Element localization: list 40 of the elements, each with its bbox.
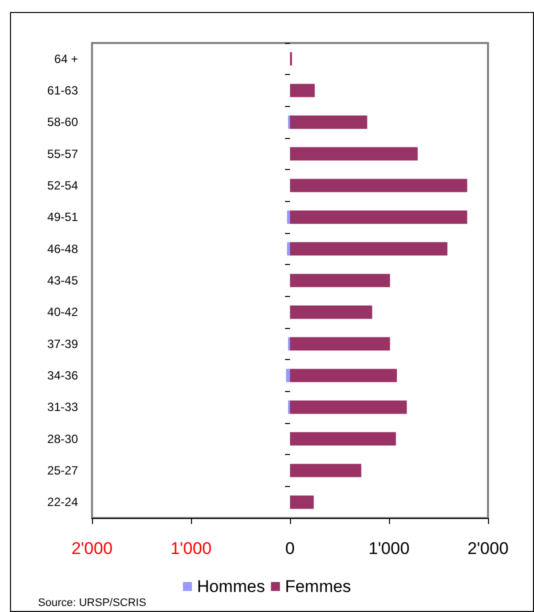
- bar: [290, 147, 418, 160]
- y-tick-label: 28-30: [47, 432, 78, 446]
- x-tick-label: 1'000: [368, 539, 410, 558]
- bar: [290, 432, 396, 446]
- bar: [290, 368, 397, 382]
- legend-label: Hommes: [196, 577, 265, 596]
- y-tick-label: 22-24: [47, 495, 78, 510]
- bar: [290, 210, 468, 224]
- bar: [290, 242, 448, 256]
- y-tick-label: 52-54: [47, 178, 78, 192]
- y-tick-label: 43-45: [47, 274, 78, 288]
- bar: [290, 496, 314, 509]
- bar: [290, 274, 390, 288]
- y-tick-label: 49-51: [47, 210, 78, 224]
- bar: [287, 210, 290, 224]
- bar: [290, 400, 407, 414]
- bar: [290, 464, 362, 478]
- y-tick-label: 64 +: [54, 52, 78, 66]
- x-tick-label: 2'000: [467, 539, 509, 558]
- y-tick-label: 31-33: [47, 400, 78, 414]
- bar: [290, 337, 390, 350]
- y-tick-label: 46-48: [47, 242, 78, 256]
- bar: [290, 306, 372, 319]
- y-tick-label: 25-27: [47, 464, 78, 478]
- y-tick-label: 61-63: [47, 84, 78, 98]
- source-note: Source: URSP/SCRIS: [38, 597, 146, 609]
- x-tick-label: 0: [285, 539, 295, 558]
- y-tick-label: 58-60: [47, 115, 78, 130]
- bar: [290, 84, 315, 98]
- y-tick-label: 40-42: [47, 305, 78, 320]
- x-tick-label: 1'000: [170, 539, 212, 558]
- x-tick-label: 2'000: [71, 539, 113, 558]
- y-tick-label: 55-57: [47, 146, 78, 161]
- bar: [290, 178, 468, 192]
- legend-label: Femmes: [284, 577, 352, 596]
- bar: [287, 242, 290, 256]
- bar: [290, 116, 368, 129]
- y-tick-label: 37-39: [47, 336, 78, 351]
- bar: [286, 368, 290, 382]
- y-tick-label: 34-36: [47, 368, 78, 382]
